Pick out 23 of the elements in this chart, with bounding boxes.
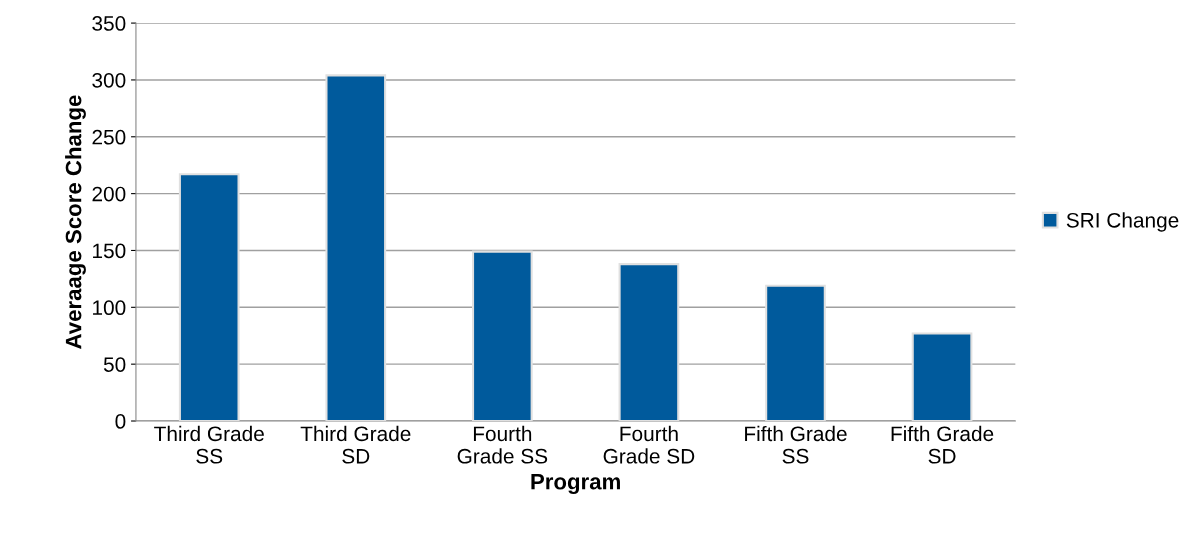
x-tick-label: Third Grade SD [300, 425, 411, 464]
bar [765, 284, 826, 422]
x-tick-label: Fourth Grade SD [603, 425, 695, 464]
y-tick-label: 50 [103, 357, 126, 372]
bar [325, 74, 387, 422]
x-tick-label: Fifth Grade SS [745, 425, 847, 464]
y-tick-label: 200 [92, 186, 126, 202]
x-tick-label: Third Grade SS [154, 425, 264, 464]
y-tick-label: 350 [92, 16, 126, 31]
bar [911, 332, 973, 422]
x-axis-title: Program [531, 474, 620, 494]
y-tick-label: 250 [92, 129, 126, 145]
y-tick-label: 100 [93, 300, 126, 316]
y-axis-title: Averaage Score Change [65, 95, 86, 349]
x-tick-label: Fifth Grade SD [891, 425, 994, 464]
y-tick-label: 300 [92, 72, 126, 88]
bar [178, 173, 240, 422]
x-tick-label: Fourth Grade SS [457, 425, 548, 464]
y-tick-label: 150 [93, 243, 126, 259]
bar [618, 263, 680, 422]
y-tick-label: 0 [115, 414, 126, 429]
legend-label: SRI Change [1066, 212, 1179, 232]
bar [472, 250, 533, 422]
